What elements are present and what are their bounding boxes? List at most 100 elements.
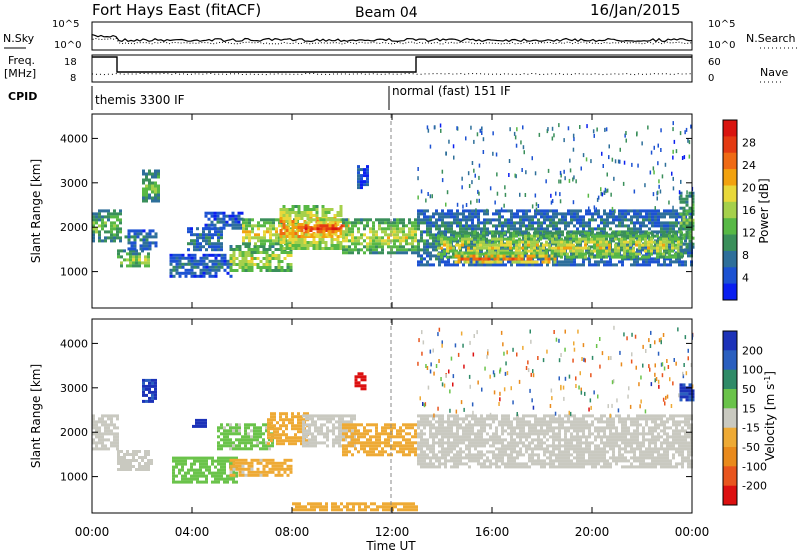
velocity-echo-cell — [414, 435, 417, 439]
power-echo-cell — [294, 244, 298, 247]
power-echo-cell — [603, 218, 606, 222]
velocity-echo-cell — [300, 418, 303, 422]
velocity-echo-cell — [432, 453, 435, 457]
power-echo-cell — [354, 248, 357, 252]
power-echo-cell — [627, 224, 630, 228]
power-echo-cell — [242, 230, 245, 234]
velocity-echo-cell — [241, 435, 244, 439]
power-echo-cell — [184, 271, 188, 275]
velocity-echo-cell — [268, 438, 271, 442]
power-scatter-cell — [652, 192, 655, 197]
velocity-echo-cell — [226, 459, 229, 463]
power-echo-cell — [582, 221, 585, 225]
velocity-echo-cell — [423, 432, 426, 436]
power-echo-cell — [375, 248, 378, 252]
velocity-echo-cell — [369, 438, 372, 442]
power-echo-cell — [303, 211, 307, 214]
power-echo-cell — [321, 247, 325, 250]
power-echo-cell — [169, 256, 173, 260]
velocity-echo-cell — [353, 444, 356, 448]
velocity-echo-cell — [244, 458, 248, 462]
velocity-echo-cell — [238, 432, 241, 436]
power-echo-cell — [645, 260, 648, 264]
velocity-echo-cell — [250, 461, 254, 465]
power-echo-cell — [651, 260, 654, 264]
cpid-label: CPID — [8, 90, 37, 103]
velocity-echo-cell — [399, 435, 402, 439]
power-echo-cell — [563, 252, 566, 256]
velocity-echo-cell — [116, 414, 119, 418]
power-echo-cell — [202, 259, 206, 263]
power-scatter-cell — [465, 203, 468, 207]
power-scatter-cell — [534, 171, 537, 176]
velocity-echo-cell — [190, 474, 193, 478]
power-echo-cell — [478, 260, 482, 264]
power-echo-cell — [570, 230, 573, 234]
velocity-echo-cell — [265, 423, 268, 427]
velocity-echo-cell — [338, 444, 341, 448]
power-echo-cell — [603, 263, 606, 267]
power-echo-cell — [269, 230, 272, 234]
power-scatter-cell — [489, 186, 492, 191]
power-echo-cell — [244, 245, 248, 248]
power-echo-cell — [467, 234, 470, 238]
velocity-echo-cell — [387, 438, 390, 442]
power-echo-cell — [540, 263, 543, 267]
power-echo-cell — [579, 233, 582, 237]
velocity-echo-cell — [341, 420, 344, 424]
velocity-echo-cell — [369, 444, 372, 448]
power-scatter-cell — [467, 171, 470, 176]
power-echo-cell — [250, 266, 254, 269]
power-echo-cell — [354, 236, 357, 240]
power-echo-cell — [306, 214, 310, 217]
power-echo-cell — [222, 214, 226, 218]
velocity-echo-cell — [465, 438, 468, 442]
freq-panel: Freq. [MHz] 18 8 60 0 Nave — [4, 54, 788, 84]
power-echo-cell — [417, 215, 420, 219]
velocity-echo-cell — [477, 435, 480, 439]
velocity-echo-cell — [411, 447, 414, 451]
power-echo-cell — [205, 253, 209, 257]
power-echo-cell — [437, 234, 440, 238]
velocity-echo-cell — [420, 444, 423, 448]
velocity-echo-cell — [456, 438, 459, 442]
velocity-echo-cell — [151, 381, 154, 385]
power-echo-cell — [429, 242, 432, 246]
power-echo-cell — [691, 227, 695, 231]
power-echo-cell — [564, 260, 567, 264]
velocity-echo-cell — [311, 435, 314, 439]
velocity-echo-cell — [154, 387, 157, 391]
velocity-echo-cell — [366, 441, 369, 445]
velocity-echo-cell — [444, 447, 447, 451]
power-echo-cell — [196, 236, 199, 240]
power-echo-cell — [468, 215, 471, 219]
power-echo-cell — [530, 237, 533, 241]
velocity-echo-cell — [262, 458, 266, 462]
power-echo-cell — [590, 255, 593, 259]
power-echo-cell — [546, 227, 549, 231]
velocity-echo-cell — [262, 467, 266, 471]
power-echo-cell — [366, 236, 369, 240]
velocity-echo-cell — [438, 429, 441, 433]
velocity-echo-cell — [151, 399, 154, 403]
power-echo-cell — [342, 248, 345, 252]
velocity-echo-cell — [426, 423, 429, 427]
velocity-echo-cell — [235, 438, 238, 442]
power-echo-cell — [119, 218, 122, 222]
power-echo-cell — [268, 266, 272, 269]
power-echo-cell — [648, 212, 651, 216]
power-echo-cell — [563, 246, 566, 250]
velocity-echo-cell — [244, 444, 247, 448]
power-echo-cell — [633, 227, 636, 231]
power-echo-cell — [507, 230, 510, 234]
velocity-echo-cell — [220, 477, 223, 481]
velocity-echo-cell — [282, 430, 285, 434]
power-echo-cell — [543, 209, 546, 213]
power-echo-cell — [691, 191, 695, 195]
power-echo-cell — [423, 209, 426, 213]
velocity-echo-cell — [123, 456, 126, 459]
velocity-echo-cell — [453, 453, 456, 457]
power-echo-cell — [172, 256, 176, 260]
power-echo-cell — [585, 212, 588, 216]
power-echo-cell — [254, 242, 257, 246]
